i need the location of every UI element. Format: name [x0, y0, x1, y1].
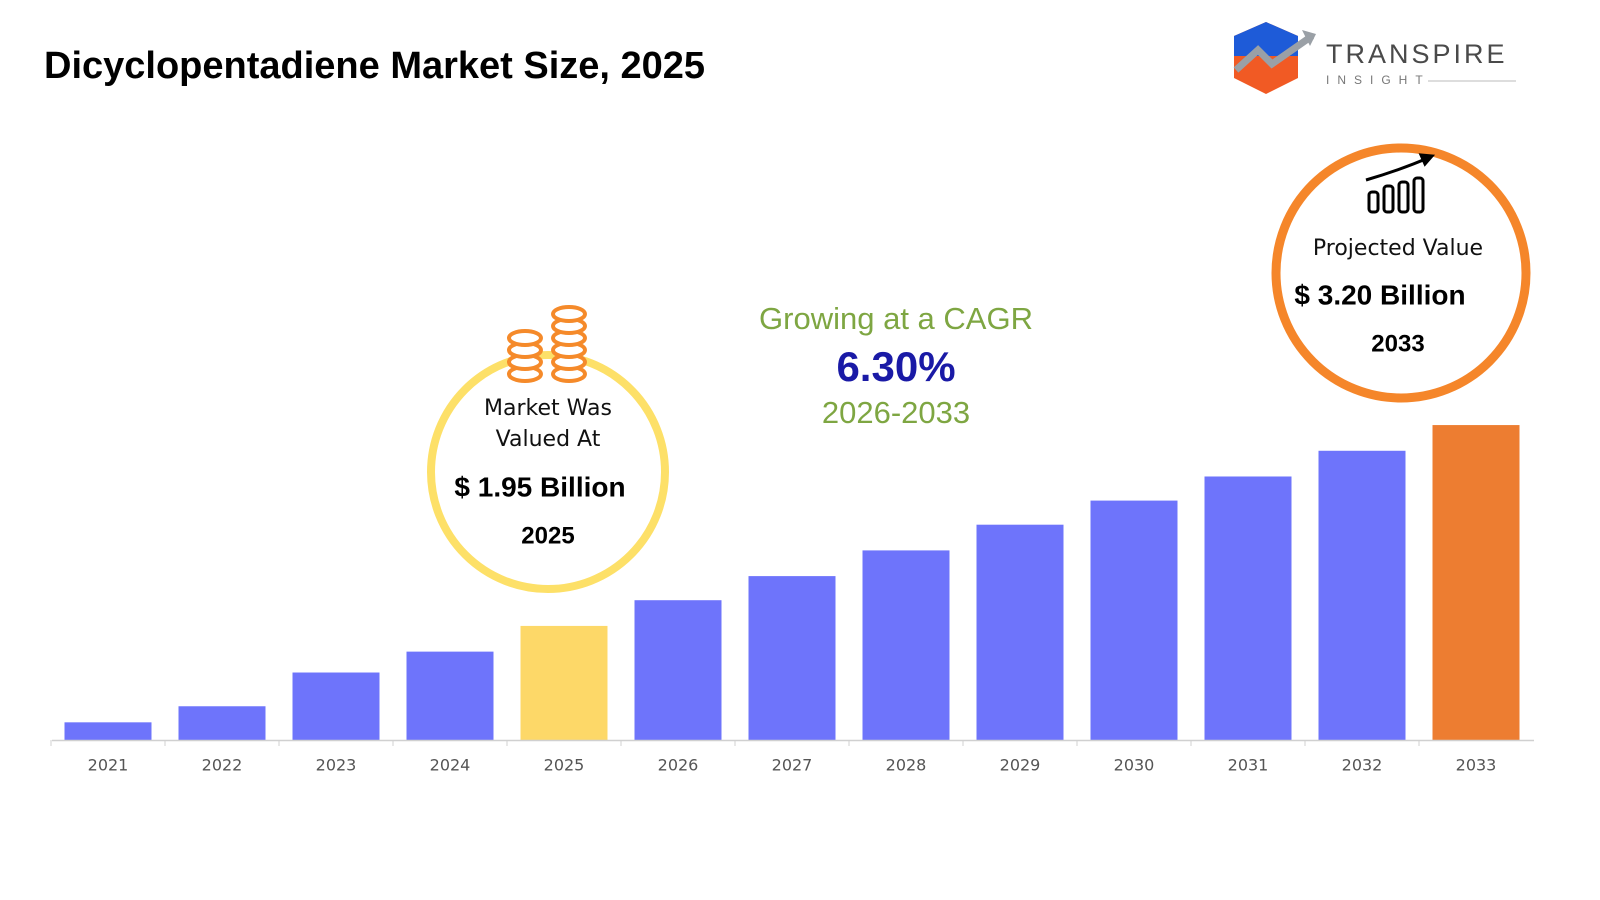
x-tick-label: 2031	[1228, 756, 1269, 775]
cagr-value: 6.30%	[836, 343, 955, 390]
past-year: 2025	[521, 522, 574, 549]
bar	[406, 651, 494, 740]
x-tick-label: 2022	[202, 756, 243, 775]
x-tick-label: 2032	[1342, 756, 1383, 775]
x-tick-label: 2027	[772, 756, 813, 775]
projected-callout-ring	[1271, 143, 1531, 403]
growth-icon	[1365, 153, 1436, 214]
x-tick-label: 2023	[316, 756, 357, 775]
bar	[1090, 500, 1178, 740]
logo-icon	[1233, 22, 1316, 94]
bar	[64, 722, 152, 740]
coins-icon	[507, 305, 587, 383]
bar	[1318, 450, 1406, 740]
projected-year: 2033	[1371, 330, 1424, 357]
x-tick-label: 2030	[1114, 756, 1155, 775]
bar	[634, 600, 722, 740]
projected-value: $ 3.20 Billion	[1294, 279, 1465, 310]
x-tick-label: 2025	[544, 756, 585, 775]
bar	[976, 524, 1064, 740]
past-label: Valued At	[496, 427, 601, 452]
x-tick-label: 2033	[1456, 756, 1497, 775]
bar	[520, 625, 608, 740]
past-value: $ 1.95 Billion	[454, 471, 625, 502]
projected-label: Projected Value	[1313, 236, 1483, 261]
past-callout-ring	[427, 351, 669, 593]
x-tick-label: 2026	[658, 756, 699, 775]
x-tick-label: 2029	[1000, 756, 1041, 775]
past-label: Market Was	[484, 396, 612, 421]
bar	[1432, 425, 1520, 740]
logo-tagline: INSIGHT	[1326, 73, 1431, 87]
bar	[178, 706, 266, 740]
x-tick-label: 2028	[886, 756, 927, 775]
cagr-period: 2026-2033	[822, 395, 970, 430]
cagr-text: Growing at a CAGR	[759, 301, 1033, 336]
logo-name: TRANSPIRE	[1326, 39, 1508, 69]
chart-title: Dicyclopentadiene Market Size, 2025	[44, 45, 705, 87]
bar	[292, 672, 380, 740]
bar	[862, 550, 950, 740]
bar	[1204, 476, 1292, 740]
x-tick-label: 2024	[430, 756, 471, 775]
x-tick-label: 2021	[88, 756, 129, 775]
bar	[748, 576, 836, 740]
